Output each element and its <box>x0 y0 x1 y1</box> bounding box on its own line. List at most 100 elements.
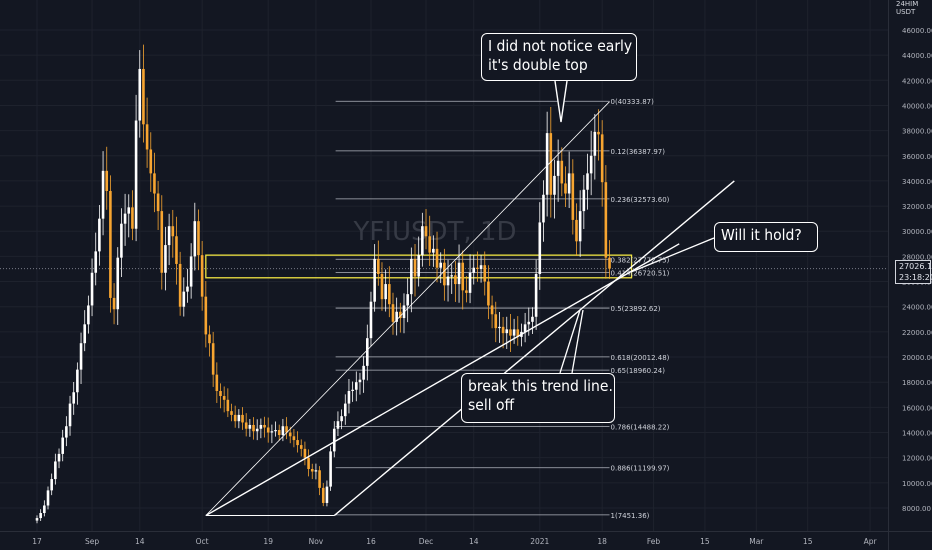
candle-body <box>388 284 391 305</box>
candle-body <box>439 262 442 268</box>
callout-line: I did not notice early <box>488 37 633 55</box>
candle-body <box>208 334 211 344</box>
candle-body <box>332 428 336 452</box>
candle-body <box>237 414 241 422</box>
candle-body <box>575 219 578 242</box>
time-tick-label: 14 <box>135 537 145 546</box>
price-tick-label: 10000.00 <box>902 480 932 488</box>
candle-body <box>277 430 281 436</box>
candle-body <box>167 226 171 246</box>
price-tick-label: 14000.00 <box>902 430 932 438</box>
candle-body <box>131 207 134 229</box>
candle-body <box>175 236 178 264</box>
fib-level-label: 0.414(26720.51) <box>611 269 670 277</box>
candle-body <box>112 297 116 310</box>
candle-body <box>446 276 450 286</box>
candle-body <box>505 329 509 334</box>
candle-body <box>35 518 39 521</box>
candle-body <box>483 265 487 282</box>
candle-body <box>83 324 87 344</box>
price-tick-label: 32000.00 <box>902 203 932 211</box>
candle-body <box>424 226 428 237</box>
candle-body <box>340 416 343 422</box>
double-top-pointer <box>554 80 568 123</box>
time-tick-label: Mar <box>749 537 764 546</box>
candle-body <box>377 258 380 275</box>
candle-body <box>402 305 406 319</box>
candle-body <box>105 170 109 191</box>
callout-line: Will it hold? <box>721 226 802 244</box>
candle-body <box>318 470 321 488</box>
callout-line: it's double top <box>488 56 588 74</box>
price-tick-label: 38000.00 <box>902 128 932 136</box>
candle-body <box>138 68 142 121</box>
candle-body <box>204 296 208 335</box>
time-tick-label: Apr <box>864 537 878 546</box>
trend-lines[interactable] <box>205 101 735 517</box>
candle-body <box>248 424 252 429</box>
candle-body <box>310 469 314 472</box>
candle-body <box>457 262 461 285</box>
candle-body <box>116 257 120 310</box>
candle-body <box>244 422 248 429</box>
candle-body <box>516 329 520 337</box>
fib-level-label: 0.12(36387.97) <box>611 148 666 156</box>
candle-body <box>428 236 431 253</box>
candle-body <box>560 160 564 184</box>
candle-body <box>571 173 575 220</box>
candle-body <box>299 445 303 449</box>
candle-body <box>123 213 127 224</box>
candle-body <box>50 479 53 491</box>
candlesticks <box>35 44 611 524</box>
price-tick-label: 20000.00 <box>902 354 932 362</box>
candle-body <box>343 403 347 417</box>
candle-body <box>171 226 175 237</box>
price-tick-label: 8000.00 <box>902 505 931 513</box>
candle-body <box>395 311 398 322</box>
callout-trend-break[interactable]: break this trend line. sell off <box>461 373 615 423</box>
candle-body <box>263 424 266 428</box>
candle-body <box>487 281 490 306</box>
candle-body <box>391 304 395 322</box>
candle-body <box>545 133 549 195</box>
lower-trend-line <box>333 180 735 517</box>
candle-body <box>101 170 105 219</box>
candle-body <box>87 305 90 325</box>
candle-body <box>472 267 476 273</box>
price-tick-label: 16000.00 <box>902 404 932 412</box>
candle-body <box>454 275 457 285</box>
candle-body <box>46 490 50 506</box>
candle-body <box>76 369 79 393</box>
candle-body <box>413 258 417 277</box>
axis-unit-top: 24HIM <box>896 0 919 8</box>
callout-double-top[interactable]: I did not notice early it's double top <box>481 33 637 81</box>
time-axis[interactable]: 17 Sep 14 Oct 19 Nov 16 Dec 14 2021 18 Feb 15 Mar 15 Ap… <box>32 537 932 546</box>
candle-body <box>538 222 542 275</box>
upper-trend-line <box>205 243 680 517</box>
candle-body <box>259 424 263 429</box>
candle-body <box>186 286 189 292</box>
candle-body <box>461 262 465 291</box>
candle-body <box>193 221 197 257</box>
candle-body <box>593 131 597 156</box>
time-tick-label: Oct <box>196 537 209 546</box>
candle-body <box>399 311 402 319</box>
price-tick-label: 30000.00 <box>902 228 932 236</box>
time-tick-label: 15 <box>700 537 710 546</box>
candle-body <box>556 160 560 176</box>
price-tick-label: 22000.00 <box>902 329 932 337</box>
candle-body <box>61 437 64 454</box>
time-tick-label: 19 <box>263 537 273 546</box>
time-tick-label: 2021 <box>530 537 549 546</box>
candle-body <box>336 421 340 429</box>
candle-body <box>354 382 358 390</box>
callout-hold[interactable]: Will it hold? <box>714 222 818 252</box>
candle-body <box>145 124 149 150</box>
hold-pointer <box>631 237 715 273</box>
candle-body <box>553 175 556 195</box>
fib-level-label: 0.65(18960.24) <box>611 367 666 375</box>
candle-body <box>94 251 98 273</box>
last-price: 27026.18 <box>899 262 932 271</box>
